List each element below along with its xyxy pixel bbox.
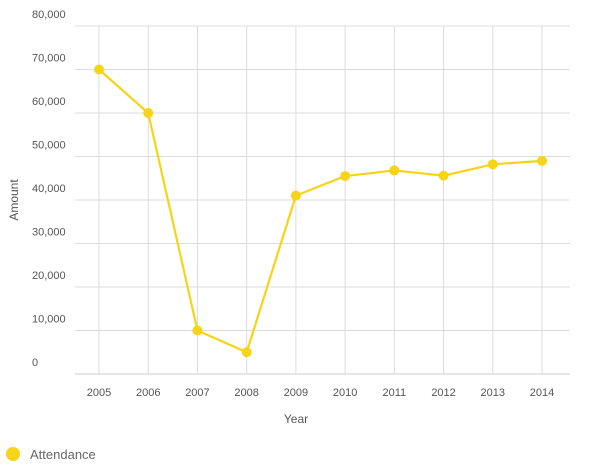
data-point[interactable] — [94, 64, 104, 75]
x-tick-label: 2008 — [234, 387, 258, 399]
x-tick-label: 2014 — [530, 387, 554, 399]
x-tick-label: 2010 — [333, 387, 357, 399]
x-tick-label: 2007 — [185, 387, 209, 399]
y-tick-label: 80,000 — [32, 9, 66, 21]
y-tick-label: 20,000 — [32, 270, 66, 282]
legend-swatch-attendance — [6, 447, 20, 461]
legend[interactable]: Attendance — [6, 447, 96, 462]
y-axis-tick-labels: 0 10,000 20,000 30,000 40,000 50,000 60,000 70,… — [32, 9, 66, 369]
data-point[interactable] — [241, 347, 252, 358]
data-point[interactable] — [389, 165, 400, 176]
y-tick-label: 50,000 — [32, 140, 66, 152]
data-point[interactable] — [143, 108, 154, 118]
x-tick-label: 2013 — [481, 387, 505, 399]
grid-lines — [75, 25, 570, 375]
x-tick-label: 2011 — [383, 387, 407, 399]
data-point[interactable] — [290, 190, 301, 201]
y-tick-label: 40,000 — [32, 183, 66, 195]
y-tick-label: 0 — [32, 357, 38, 369]
data-point[interactable] — [192, 325, 203, 336]
y-tick-label: 60,000 — [32, 96, 66, 108]
x-tick-label: 2012 — [431, 387, 455, 399]
x-axis-title: Year — [284, 412, 308, 426]
data-point[interactable] — [537, 155, 547, 166]
data-point[interactable] — [438, 170, 449, 181]
x-tick-label: 2006 — [136, 387, 160, 399]
y-tick-label: 30,000 — [32, 227, 66, 239]
series-attendance — [94, 64, 547, 358]
x-tick-label: 2009 — [284, 387, 308, 399]
data-point[interactable] — [487, 159, 498, 170]
x-tick-label: 2005 — [87, 387, 111, 399]
y-tick-label: 10,000 — [32, 314, 66, 326]
y-tick-label: 70,000 — [32, 53, 66, 65]
legend-label-attendance: Attendance — [30, 447, 96, 462]
series-line-attendance — [98, 68, 543, 354]
x-axis-tick-labels: 2005 2006 2007 2008 2009 2010 2011 2012 2013 2014 — [87, 387, 554, 399]
y-axis-title: Amount — [7, 179, 21, 221]
data-point[interactable] — [340, 171, 351, 182]
